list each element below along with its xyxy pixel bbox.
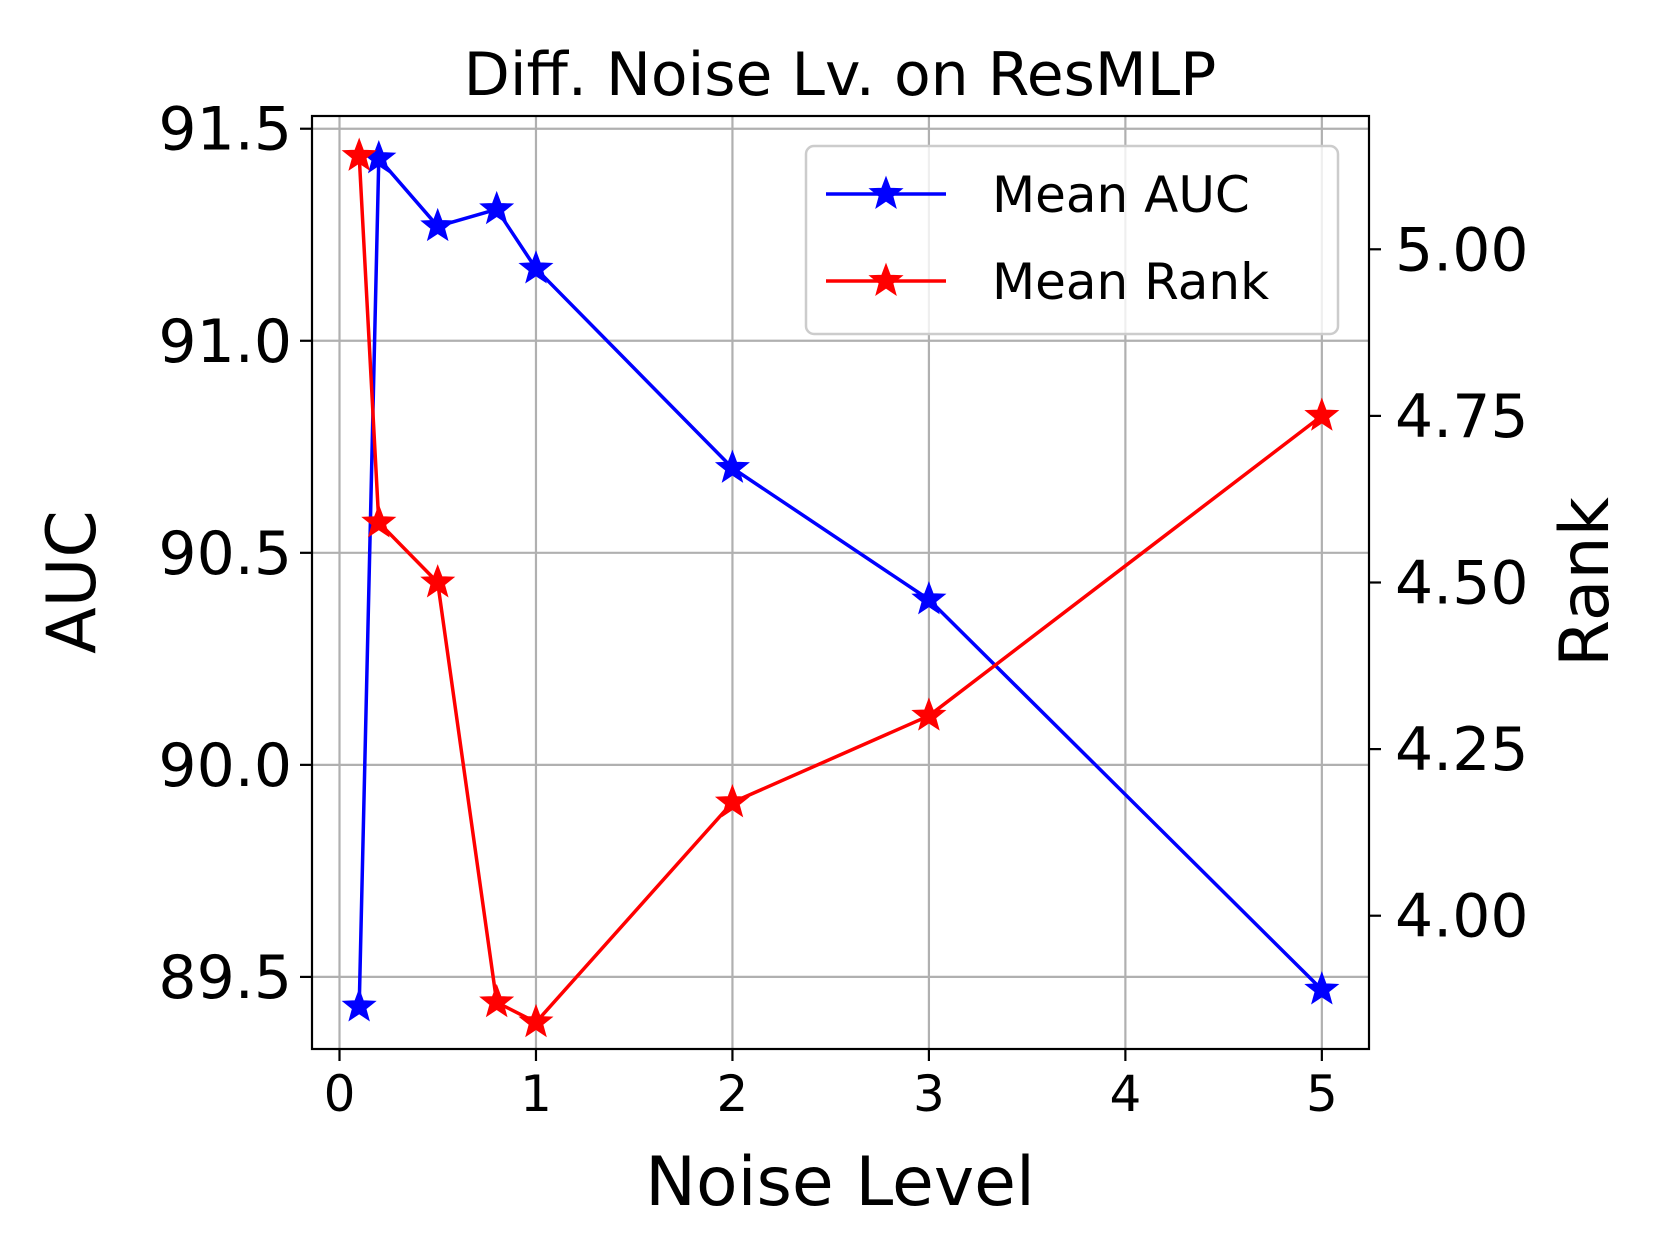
x-tick-label: 4 [1109,1065,1141,1123]
data-point-mean-rank [1304,397,1340,431]
x-tick-label: 2 [717,1065,749,1123]
tick-layer: 0 1 2 3 4 5 89.5 90.0 90.5 91.0 91.5 4.00 4.25 4.50 4.… [158,95,1528,1123]
y-axis-label-right: Rank [1546,496,1625,667]
y-right-tick-label: 4.25 [1395,715,1529,785]
x-tick-label: 5 [1306,1065,1338,1123]
x-tick-label: 0 [324,1065,356,1123]
y-right-tick-label: 4.00 [1395,882,1529,952]
x-tick-label: 1 [520,1065,552,1123]
series-layer [341,137,1340,1038]
y-left-tick-label: 91.5 [158,95,292,165]
data-point-mean-auc [518,250,554,284]
data-point-mean-auc [420,207,456,242]
data-point-mean-auc [1304,971,1340,1005]
x-axis-label: Noise Level [645,1143,1035,1222]
data-point-mean-rank [911,697,947,731]
y-left-tick-label: 91.0 [158,307,292,377]
legend-label-mean-auc: Mean AUC [992,166,1250,224]
legend-marker-mean-auc [868,175,904,209]
data-point-mean-rank [361,504,397,538]
data-point-mean-auc [341,988,377,1022]
data-point-mean-auc [479,190,515,225]
data-point-mean-rank [341,137,377,171]
legend-label-mean-rank: Mean Rank [992,253,1269,311]
legend: Mean AUC Mean Rank [804,144,1340,336]
chart-title: Diff. Noise Lv. on ResMLP [464,40,1217,110]
y-left-tick-label: 90.0 [158,731,292,801]
y-right-tick-label: 4.75 [1395,382,1529,452]
data-point-mean-rank [420,564,456,598]
data-point-mean-auc [911,581,947,615]
data-point-mean-auc [714,449,750,483]
legend-marker-mean-rank [868,262,904,296]
series-line-mean-rank [357,155,1323,1025]
data-point-mean-rank [714,783,750,818]
y-axis-label-left: AUC [33,510,112,654]
y-right-tick-label: 5.00 [1395,215,1529,285]
data-point-mean-rank [518,1003,554,1038]
y-left-tick-label: 89.5 [158,943,292,1013]
x-tick-label: 3 [913,1065,945,1123]
data-point-mean-rank [479,983,515,1018]
y-right-tick-label: 4.50 [1395,549,1529,619]
y-left-tick-label: 90.5 [158,519,292,589]
